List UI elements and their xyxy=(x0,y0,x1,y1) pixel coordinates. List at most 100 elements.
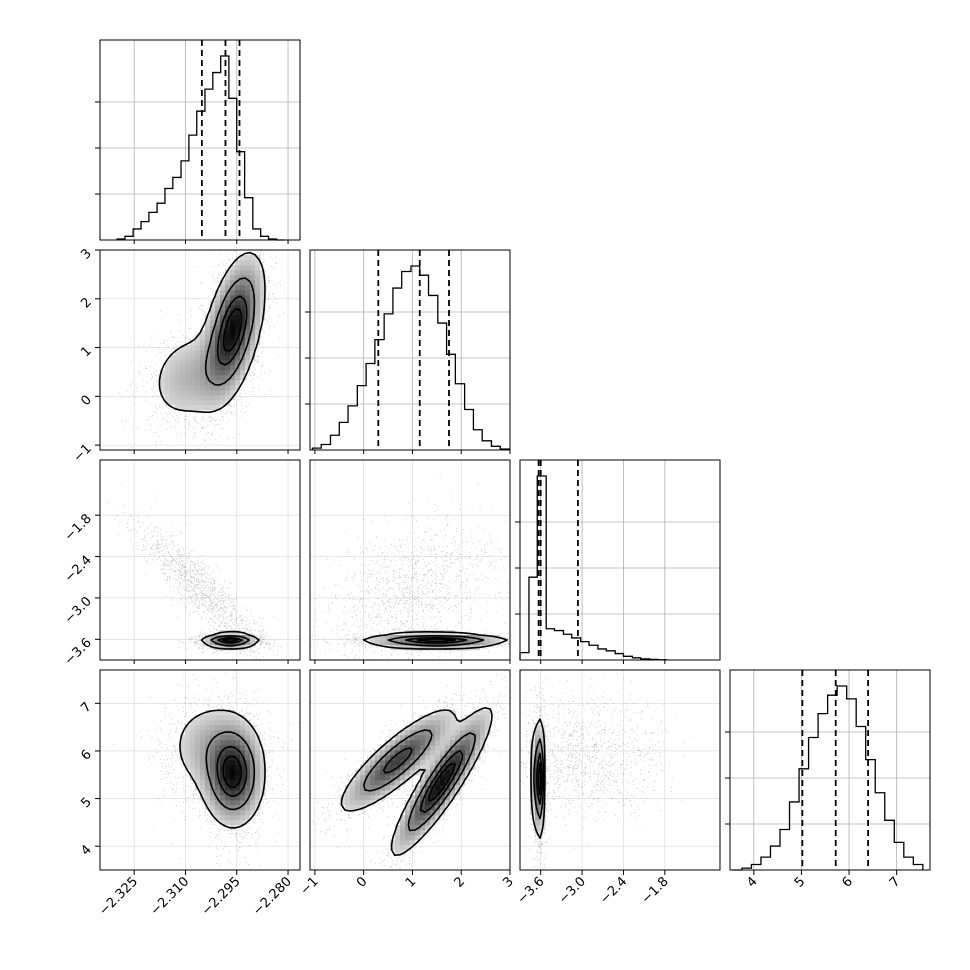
density-cell xyxy=(230,350,236,356)
density-cell xyxy=(485,715,491,721)
density-cell xyxy=(450,750,456,756)
density-cell xyxy=(455,645,461,651)
density-cell xyxy=(220,350,226,356)
density-cell xyxy=(435,730,441,736)
density-cell xyxy=(215,320,221,326)
density-cell xyxy=(190,770,196,776)
density-cell xyxy=(180,750,186,756)
density-cell xyxy=(240,720,246,726)
density-cell xyxy=(245,775,251,781)
density-cell xyxy=(455,725,461,731)
density-cell xyxy=(220,735,226,741)
density-cell xyxy=(435,735,441,741)
density-cell xyxy=(240,285,246,291)
density-cell xyxy=(195,720,201,726)
density-cell xyxy=(430,750,436,756)
density-cell xyxy=(210,775,216,781)
density-cell xyxy=(210,755,216,761)
density-cell xyxy=(220,820,226,826)
density-cell xyxy=(210,355,216,361)
density-cell xyxy=(240,320,246,326)
density-cell xyxy=(535,750,541,756)
density-cell xyxy=(430,745,436,751)
contour-line xyxy=(416,638,457,643)
density-cell xyxy=(245,765,251,771)
density-cell xyxy=(190,730,196,736)
density-cell xyxy=(540,745,546,751)
density-cell xyxy=(195,760,201,766)
y-tick-label: 4 xyxy=(78,842,94,858)
density-cell xyxy=(215,365,221,371)
density-cell xyxy=(180,385,186,391)
density-cell xyxy=(200,405,206,411)
density-cell xyxy=(225,355,231,361)
density-cell xyxy=(235,745,241,751)
density-cell xyxy=(235,305,241,311)
density-cell xyxy=(365,790,371,796)
density-cell xyxy=(215,730,221,736)
density-cell xyxy=(430,800,436,806)
density-cell xyxy=(255,330,261,336)
density-cell xyxy=(410,735,416,741)
density-cell xyxy=(435,760,441,766)
density-cell xyxy=(220,710,226,716)
density-cell xyxy=(215,725,221,731)
density-cell xyxy=(235,775,241,781)
density-cell xyxy=(205,800,211,806)
density-cell xyxy=(195,750,201,756)
x-tick-label: −2.280 xyxy=(250,874,295,919)
density-cell xyxy=(225,275,231,281)
density-cell xyxy=(240,275,246,281)
density-cell xyxy=(210,305,216,311)
density-cell xyxy=(245,815,251,821)
density-cell xyxy=(205,785,211,791)
density-cell xyxy=(430,755,436,761)
density-cell xyxy=(440,760,446,766)
density-cell xyxy=(195,715,201,721)
density-cell xyxy=(405,770,411,776)
density-cell xyxy=(435,810,441,816)
density-cell xyxy=(240,300,246,306)
density-cell xyxy=(230,720,236,726)
density-cell xyxy=(215,300,221,306)
density-cell xyxy=(530,800,536,806)
density-cell xyxy=(465,745,471,751)
density-cell xyxy=(375,780,381,786)
density-cell xyxy=(350,785,356,791)
density-cell xyxy=(420,760,426,766)
density-cell xyxy=(235,755,241,761)
density-cell xyxy=(355,775,361,781)
density-cell xyxy=(535,740,541,746)
density-cell xyxy=(440,730,446,736)
density-cell xyxy=(400,825,406,831)
density-cell xyxy=(360,775,366,781)
density-cell xyxy=(440,715,446,721)
density-cell xyxy=(465,640,471,646)
panel-frame xyxy=(99,249,301,451)
density-cell xyxy=(205,400,211,406)
x-ticks-inner xyxy=(314,450,511,454)
density-cell xyxy=(260,310,266,316)
density-cell xyxy=(215,740,221,746)
density-cell xyxy=(205,780,211,786)
density-cell xyxy=(160,385,166,391)
density-cell xyxy=(410,840,416,846)
density-cell xyxy=(475,640,481,646)
density-cell xyxy=(465,730,471,736)
density-cell xyxy=(455,730,461,736)
density-cell xyxy=(255,265,261,271)
density-cell xyxy=(370,770,376,776)
density-cell xyxy=(460,745,466,751)
density-cell xyxy=(385,775,391,781)
density-cell xyxy=(385,790,391,796)
density-cell xyxy=(260,300,266,306)
contour-line xyxy=(363,729,476,832)
x-axis-param-2: −3.6 −3.0 −2.4 −1.8 xyxy=(515,870,672,907)
density-cell xyxy=(415,635,421,641)
density-cell xyxy=(215,805,221,811)
density-cell xyxy=(445,795,451,801)
density-cell xyxy=(425,740,431,746)
density-cell xyxy=(455,755,461,761)
density-cell xyxy=(215,360,221,366)
density-cell xyxy=(370,760,376,766)
